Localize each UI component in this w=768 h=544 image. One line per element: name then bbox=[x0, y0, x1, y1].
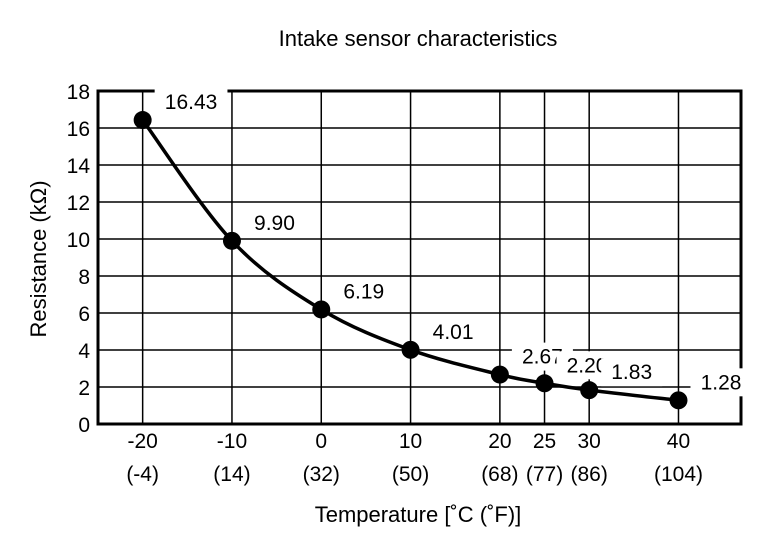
y-axis-label: Resistance (kΩ) bbox=[26, 180, 51, 337]
data-point bbox=[222, 231, 241, 250]
data-point bbox=[133, 111, 152, 130]
x-tick-label-fahrenheit: (-4) bbox=[126, 463, 159, 486]
x-tick-label-fahrenheit: (68) bbox=[481, 463, 518, 486]
plot-frame bbox=[96, 89, 743, 426]
data-point bbox=[312, 300, 331, 319]
data-label: 9.90 bbox=[254, 212, 295, 235]
x-tick-label-fahrenheit: (32) bbox=[303, 463, 340, 486]
data-points bbox=[133, 111, 688, 410]
x-tick-label-celsius: 10 bbox=[399, 430, 422, 453]
x-tick-label-celsius: 40 bbox=[667, 430, 690, 453]
data-label-bg bbox=[422, 317, 484, 346]
x-tick-label-fahrenheit: (14) bbox=[213, 463, 250, 486]
data-labels: 16.43 9.90 6.19 4.01 2.67 2.20 1.83 1.28 bbox=[154, 88, 752, 397]
y-tick-label: 2 bbox=[78, 377, 90, 400]
data-label: 16.43 bbox=[165, 91, 218, 114]
y-tick-label: 12 bbox=[67, 192, 90, 215]
data-label: 4.01 bbox=[433, 321, 474, 344]
x-tick-label-fahrenheit: (77) bbox=[526, 463, 563, 486]
data-label: 1.28 bbox=[701, 371, 742, 394]
data-label-bg bbox=[333, 277, 395, 306]
data-label-bg bbox=[154, 88, 228, 117]
x-tick-label-celsius: 30 bbox=[578, 430, 601, 453]
data-label: 6.19 bbox=[343, 280, 384, 303]
data-point bbox=[580, 381, 599, 400]
data-label-bg bbox=[690, 368, 752, 397]
x-tick-label-fahrenheit: (86) bbox=[571, 463, 608, 486]
data-point bbox=[490, 365, 509, 384]
x-tick-label-celsius: -10 bbox=[217, 430, 247, 453]
data-point bbox=[535, 374, 554, 393]
y-tick-label: 16 bbox=[67, 118, 90, 141]
y-tick-label: 6 bbox=[78, 303, 90, 326]
x-axis-label: Temperature [˚C (˚F)] bbox=[315, 502, 522, 527]
data-label: 2.67 bbox=[522, 346, 563, 369]
x-tick-label-celsius: -20 bbox=[127, 430, 157, 453]
x-tick-label-fahrenheit: (50) bbox=[392, 463, 429, 486]
y-tick-label: 18 bbox=[67, 81, 90, 104]
x-tick-label-fahrenheit: (104) bbox=[654, 463, 703, 486]
y-tick-label: 4 bbox=[78, 340, 90, 363]
data-label: 2.20 bbox=[567, 354, 608, 377]
y-tick-label: 10 bbox=[67, 229, 90, 252]
chart-title: Intake sensor characteristics bbox=[279, 26, 558, 51]
y-axis-ticks: 0 2 4 6 8 10 12 14 16 18 bbox=[67, 81, 91, 437]
data-point bbox=[401, 340, 420, 359]
x-tick-label-celsius: 20 bbox=[488, 430, 511, 453]
data-label-bg bbox=[601, 358, 663, 387]
y-tick-label: 0 bbox=[78, 414, 90, 437]
x-axis-ticks: -20 (-4) -10 (14) 0 (32) 10 (50) 20 (68) 25 (77) 30 (… bbox=[126, 430, 703, 486]
data-label-bg bbox=[243, 208, 305, 237]
y-tick-label: 8 bbox=[78, 266, 90, 289]
x-tick-label-celsius: 25 bbox=[533, 430, 556, 453]
x-tick-label-celsius: 0 bbox=[315, 430, 327, 453]
y-tick-label: 14 bbox=[67, 155, 91, 178]
data-point bbox=[669, 391, 688, 410]
data-label: 1.83 bbox=[611, 361, 652, 384]
